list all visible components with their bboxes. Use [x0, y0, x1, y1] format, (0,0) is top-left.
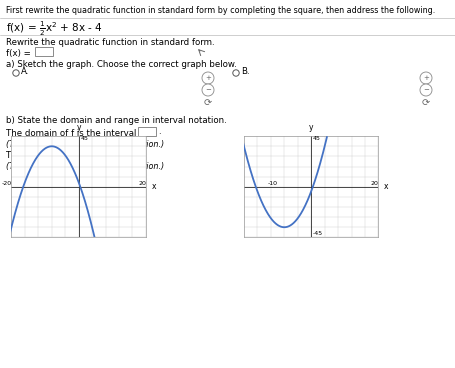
Circle shape [419, 72, 431, 84]
Text: +: + [205, 75, 211, 81]
Text: .: . [157, 127, 160, 135]
Text: b) State the domain and range in interval notation.: b) State the domain and range in interva… [6, 116, 226, 125]
Text: -45: -45 [312, 231, 322, 236]
Text: 45: 45 [312, 136, 320, 141]
Text: x: x [383, 182, 388, 191]
Text: y: y [308, 123, 313, 132]
Bar [138, 127, 156, 136]
Text: +: + [422, 75, 428, 81]
Text: First rewrite the quadratic function in standard form by completing the square, : First rewrite the quadratic function in … [6, 6, 434, 15]
Text: The range of f is the interval: The range of f is the interval [6, 151, 129, 160]
Circle shape [233, 70, 239, 76]
Bar [124, 149, 142, 158]
Circle shape [202, 72, 213, 84]
Text: f(x) =: f(x) = [6, 49, 31, 58]
Text: Rewrite the quadratic function in standard form.: Rewrite the quadratic function in standa… [6, 38, 214, 47]
Text: ⟳: ⟳ [421, 98, 429, 108]
Text: A.: A. [21, 67, 29, 75]
Circle shape [202, 84, 213, 96]
Text: (Type your answer in interval notation.): (Type your answer in interval notation.) [6, 162, 164, 171]
Text: x: x [151, 182, 156, 191]
Text: B.: B. [241, 67, 249, 75]
Text: y: y [76, 123, 81, 132]
Text: ⟳: ⟳ [203, 98, 212, 108]
Text: −: − [422, 87, 428, 93]
Text: a) Sketch the graph. Choose the correct graph below.: a) Sketch the graph. Choose the correct … [6, 60, 236, 69]
Text: (Type your answer in interval notation.): (Type your answer in interval notation.) [6, 140, 164, 149]
Text: f(x) = $\frac{1}{2}$x$^2$ + 8x - 4: f(x) = $\frac{1}{2}$x$^2$ + 8x - 4 [6, 20, 102, 38]
Text: -20: -20 [1, 181, 11, 186]
Text: 20: 20 [370, 181, 378, 186]
Bar [35, 47, 53, 56]
Circle shape [419, 84, 431, 96]
Text: 45: 45 [80, 136, 88, 141]
Text: -10: -10 [267, 181, 277, 186]
Circle shape [13, 70, 19, 76]
Text: 20: 20 [138, 181, 146, 186]
Text: The domain of f is the interval: The domain of f is the interval [6, 129, 136, 138]
Text: −: − [205, 87, 211, 93]
